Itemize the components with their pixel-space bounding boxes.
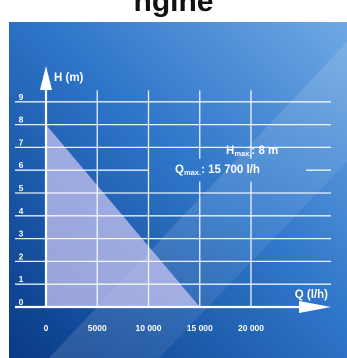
x-axis-arrow [299, 301, 331, 313]
y-tick-label-6: 6 [19, 160, 24, 170]
y-tick-label-4: 4 [19, 206, 24, 216]
y-axis-arrow [40, 66, 52, 90]
y-tick-label-7: 7 [19, 137, 24, 147]
x-axis-title: Q (l/h) [295, 289, 328, 301]
header-strip: ngine [0, 0, 347, 22]
header-text: ngine [133, 0, 214, 18]
chart-panel: 0 1 2 3 4 5 6 7 8 9 0 5000 10 000 15 000 20 000 H (m) Q … [9, 22, 347, 358]
x-tick-label-10000: 10 000 [136, 323, 162, 333]
x-tick-label-15000: 15 000 [187, 323, 213, 333]
y-tick-label-2: 2 [19, 251, 24, 261]
y-tick-label-0: 0 [19, 297, 24, 307]
y-tick-label-9: 9 [19, 92, 24, 102]
y-tick-label-5: 5 [19, 183, 24, 193]
pump-curve-chart: 0 1 2 3 4 5 6 7 8 9 0 5000 10 000 15 000 20 000 H (m) Q … [9, 22, 347, 358]
x-tick-label-0: 0 [44, 323, 49, 333]
annotation-hmax: Hmax.: 8 m [226, 145, 278, 158]
y-tick-label-1: 1 [19, 274, 24, 284]
y-axis-title: H (m) [54, 72, 84, 84]
y-tick-label-8: 8 [19, 115, 24, 125]
y-tick-label-3: 3 [19, 229, 24, 239]
x-tick-label-5000: 5000 [88, 323, 107, 333]
annotation-qmax: Qmax.: 15 700 l/h [175, 164, 260, 177]
x-tick-label-20000: 20 000 [238, 323, 264, 333]
